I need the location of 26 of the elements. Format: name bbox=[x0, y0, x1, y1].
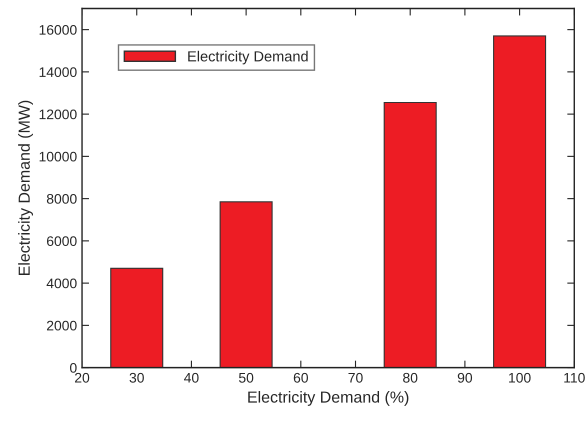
y-tick-label: 6000 bbox=[46, 236, 77, 246]
y-tick-label: 4000 bbox=[46, 278, 77, 288]
y-tick-label: 14000 bbox=[40, 67, 77, 78]
y-tick-label: 12000 bbox=[40, 109, 77, 120]
y-tick-label: 10000 bbox=[40, 152, 77, 162]
bar bbox=[384, 102, 437, 368]
y-tick-label: 0 bbox=[70, 362, 77, 373]
x-axis-title: Electricity Demand (%) bbox=[248, 390, 408, 406]
x-tick-label: 90 bbox=[458, 372, 472, 383]
x-tick-label: 40 bbox=[184, 372, 199, 383]
x-tick-label: 80 bbox=[403, 372, 418, 383]
y-tick-label: 16000 bbox=[40, 24, 77, 35]
x-tick-label: 70 bbox=[348, 372, 363, 383]
bar bbox=[110, 268, 164, 368]
legend-label: Electricity Demand bbox=[188, 50, 308, 64]
y-tick-label: 8000 bbox=[46, 194, 77, 204]
y-axis-title: Electricity Demand (MW) bbox=[18, 100, 34, 276]
x-tick-label: 100 bbox=[509, 372, 531, 383]
bar bbox=[220, 201, 273, 368]
bar bbox=[493, 35, 546, 368]
x-tick-label: 20 bbox=[75, 372, 90, 383]
x-tick-label: 30 bbox=[130, 372, 144, 383]
y-tick-label: 2000 bbox=[46, 320, 77, 331]
x-tick-label: 60 bbox=[294, 372, 308, 383]
x-tick-label: 50 bbox=[238, 372, 254, 383]
x-tick-label: 110 bbox=[564, 372, 585, 383]
